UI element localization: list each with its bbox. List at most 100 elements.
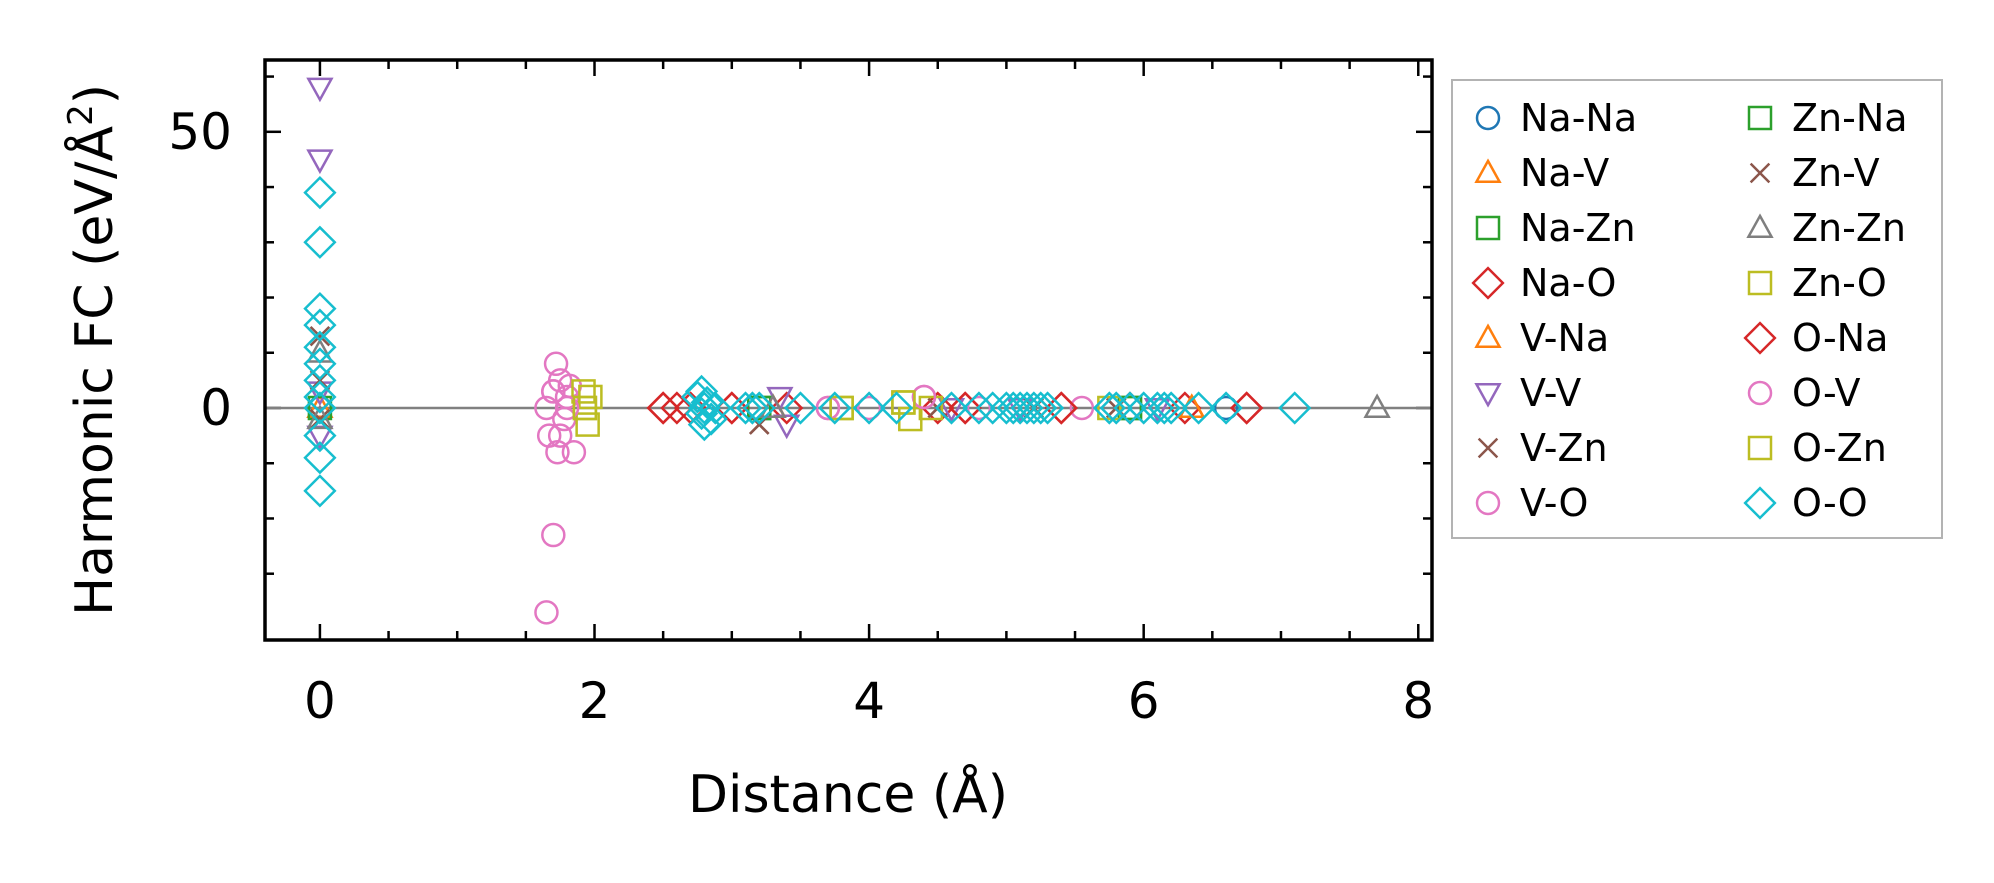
legend: Na-Na Na-V Na-Zn Na-O V-Na V-V V-Zn V-O Zn-Na Zn-… [1451, 79, 1943, 539]
point-o-o [690, 385, 724, 420]
point-v-o [541, 522, 566, 548]
legend-marker-v-o [1475, 490, 1501, 516]
point-o-o [1181, 391, 1216, 425]
legend-label-na-o: Na-O [1520, 261, 1616, 305]
plot-area [265, 60, 1432, 640]
legend-label-na-zn: Na-Zn [1520, 206, 1636, 250]
point-na-o [660, 391, 694, 425]
legend-label-na-v: Na-V [1520, 151, 1609, 195]
x-axis-title: Distance (Å) [688, 763, 1008, 825]
point-o-o [303, 175, 337, 210]
point-o-o [303, 419, 337, 453]
legend-label-o-v: O-V [1792, 371, 1860, 415]
legend-label-o-na: O-Na [1792, 316, 1888, 360]
legend-marker-na-zn [1475, 215, 1501, 241]
legend-marker-zn-zn [1746, 213, 1774, 239]
legend-marker-zn-o [1747, 270, 1773, 296]
point-o-zn [572, 395, 598, 421]
point-o-o [934, 391, 969, 425]
point-o-o [1113, 391, 1147, 425]
point-o-o [303, 291, 337, 326]
x-tick-label: 2 [579, 672, 611, 730]
legend-label-v-na: V-Na [1520, 316, 1609, 360]
point-o-o [687, 407, 721, 442]
legend-label-o-o: O-O [1792, 481, 1868, 525]
point-o-o [1017, 391, 1051, 425]
legend-entries: Na-Na Na-V Na-Zn Na-O V-Na V-V V-Zn V-O Zn-Na Zn-… [1471, 96, 1908, 525]
point-v-o [545, 439, 570, 465]
point-o-o [962, 391, 996, 425]
point-o-o [303, 363, 337, 397]
point-o-v [554, 395, 580, 421]
point-v-o [543, 351, 569, 377]
point-o-o [1278, 391, 1312, 425]
data-points [303, 77, 1391, 625]
x-tick-label: 0 [304, 672, 336, 730]
point-zn-o [571, 379, 596, 404]
point-o-o [742, 391, 776, 425]
point-v-v [773, 414, 801, 440]
y-tick-label: 0 [200, 379, 232, 437]
legend-label-zn-v: Zn-V [1792, 151, 1880, 195]
point-o-o [783, 391, 818, 425]
x-tick-label: 6 [1128, 672, 1160, 730]
legend-label-v-o: V-O [1520, 481, 1588, 525]
tick-labels: 0 2 4 6 8 0 50 [168, 103, 1434, 730]
legend-marker-v-zn [1477, 437, 1499, 459]
point-o-o [1140, 391, 1175, 425]
point-v-o [534, 600, 559, 625]
legend-label-v-v: V-V [1520, 371, 1581, 415]
legend-marker-o-zn [1747, 435, 1773, 461]
point-o-v [911, 384, 937, 410]
point-v-o [534, 395, 559, 421]
point-o-o [303, 225, 337, 259]
legend-label-v-zn: V-Zn [1520, 426, 1608, 470]
point-o-o [303, 391, 337, 425]
point-o-o [303, 380, 337, 414]
point-o-o [735, 391, 770, 425]
point-o-o [303, 308, 337, 342]
point-zn-zn [1363, 393, 1391, 419]
point-o-o [818, 391, 852, 425]
point-o-o [303, 441, 337, 475]
point-o-o [728, 391, 763, 425]
legend-marker-o-v [1747, 380, 1773, 406]
point-o-o [303, 330, 337, 364]
point-o-v [547, 423, 573, 448]
x-tick-label: 4 [853, 672, 885, 730]
point-na-o [921, 391, 955, 425]
point-o-o [303, 474, 337, 508]
legend-label-na-na: Na-Na [1520, 96, 1637, 140]
legend-box [1451, 79, 1943, 539]
point-o-na [646, 391, 680, 425]
legend-marker-v-na [1474, 323, 1502, 349]
legend-label-zn-na: Zn-Na [1792, 96, 1908, 140]
point-o-o [1099, 391, 1133, 425]
point-zn-o [1097, 395, 1122, 421]
point-o-o [879, 391, 914, 425]
plot-frame [263, 58, 1434, 642]
point-o-v [541, 379, 566, 404]
y-tick-label: 50 [168, 103, 232, 161]
legend-marker-zn-v [1749, 162, 1771, 184]
x-tick-label: 8 [1402, 672, 1434, 730]
point-v-v [937, 397, 966, 423]
legend-label-zn-zn: Zn-Zn [1792, 206, 1906, 250]
point-zn-o [575, 412, 600, 437]
legend-marker-zn-na [1747, 105, 1773, 131]
legend-label-zn-o: Zn-O [1792, 261, 1887, 305]
point-v-v [306, 149, 334, 175]
point-o-o [684, 374, 719, 409]
point-o-o [852, 391, 886, 425]
legend-marker-na-v [1474, 158, 1502, 184]
point-o-zn [891, 390, 916, 415]
legend-marker-o-o [1743, 486, 1777, 520]
legend-label-o-zn: O-Zn [1792, 426, 1887, 470]
point-o-o [1154, 391, 1188, 425]
legend-marker-na-na [1475, 105, 1501, 131]
legend-marker-o-na [1743, 321, 1777, 355]
point-v-zn [309, 325, 331, 347]
legend-marker-na-o [1471, 266, 1505, 300]
point-v-v [306, 77, 334, 103]
